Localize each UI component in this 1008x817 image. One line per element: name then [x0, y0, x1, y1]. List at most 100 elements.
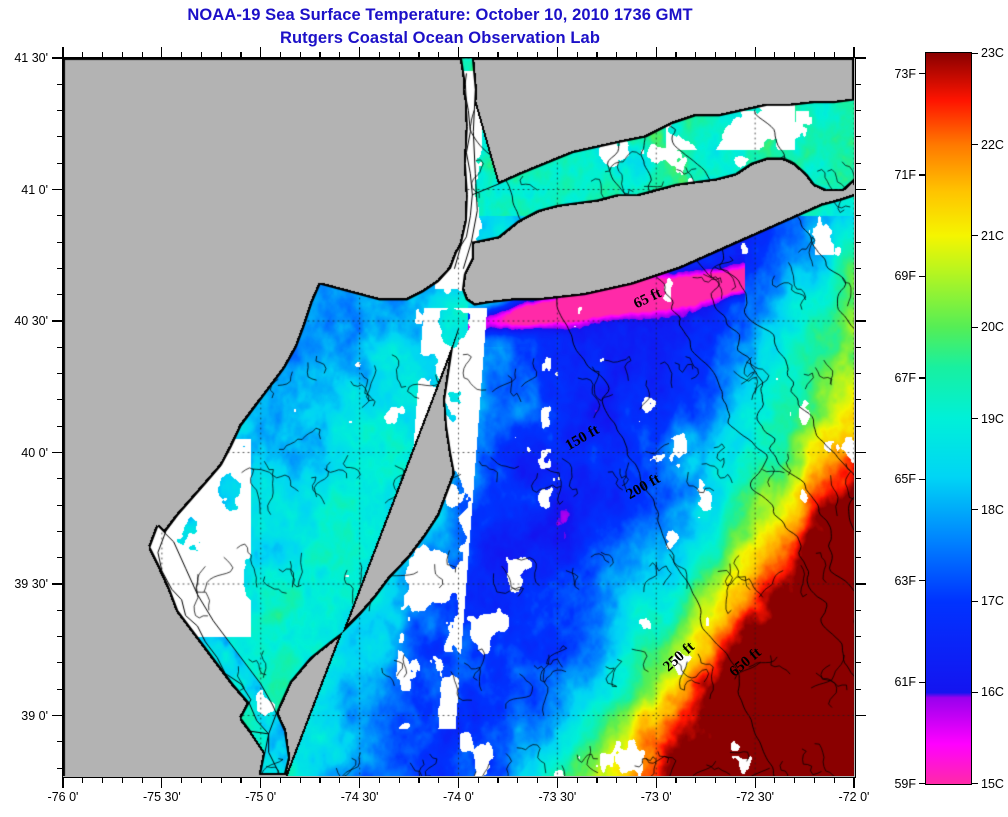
- colorbar-celsius-tick: [972, 235, 978, 237]
- longitude-minor-tick: [438, 777, 440, 783]
- latitude-minor-tick-right: [855, 662, 861, 664]
- colorbar-celsius-tick: [972, 691, 978, 693]
- longitude-minor-tick: [537, 777, 539, 783]
- longitude-minor-tick: [200, 777, 202, 783]
- latitude-minor-tick: [57, 346, 63, 348]
- longitude-minor-tick-top: [517, 52, 519, 58]
- longitude-minor-tick-top: [319, 52, 321, 58]
- latitude-major-tick-right: [855, 451, 866, 454]
- latitude-minor-tick: [57, 373, 63, 375]
- longitude-major-tick-top: [754, 47, 756, 58]
- longitude-tick-label: -75 0': [245, 790, 277, 804]
- page-title: NOAA-19 Sea Surface Temperature: October…: [187, 6, 693, 24]
- latitude-minor-tick: [57, 425, 63, 427]
- colorbar-celsius-label: 21C: [981, 228, 1004, 243]
- latitude-minor-tick: [57, 662, 63, 664]
- longitude-minor-tick: [833, 777, 835, 783]
- longitude-minor-tick-top: [635, 52, 638, 58]
- longitude-minor-tick: [813, 777, 816, 783]
- latitude-minor-tick: [57, 399, 63, 401]
- latitude-major-tick: [52, 57, 63, 59]
- latitude-tick-label: 40 0': [21, 445, 48, 460]
- colorbar-celsius-label: 22C: [981, 137, 1004, 152]
- longitude-minor-tick-top: [596, 52, 598, 58]
- latitude-major-tick-right: [855, 714, 866, 717]
- longitude-minor-tick: [675, 777, 677, 783]
- longitude-minor-tick-top: [101, 52, 104, 58]
- latitude-minor-tick: [57, 110, 63, 112]
- longitude-minor-tick: [734, 777, 736, 783]
- latitude-major-tick: [52, 583, 63, 585]
- longitude-minor-tick-top: [616, 52, 618, 58]
- longitude-minor-tick: [319, 777, 321, 783]
- colorbar-fahrenheit-label: 59F: [894, 776, 916, 791]
- latitude-minor-tick: [57, 136, 63, 138]
- latitude-tick-label: 39 30': [14, 577, 48, 591]
- longitude-minor-tick-top: [497, 52, 499, 58]
- latitude-major-tick-right: [855, 583, 866, 585]
- colorbar-celsius-tick: [972, 417, 978, 420]
- longitude-tick-label: -72 30': [736, 790, 775, 804]
- latitude-minor-tick-right: [855, 241, 861, 243]
- latitude-major-tick: [52, 714, 63, 717]
- latitude-tick-label: 41 30': [14, 51, 48, 65]
- longitude-tick-label: -76 0': [47, 790, 79, 804]
- longitude-major-tick: [260, 777, 262, 788]
- longitude-minor-tick: [695, 777, 697, 783]
- longitude-tick-label: -75 30': [142, 790, 181, 804]
- latitude-minor-tick-right: [855, 557, 861, 559]
- longitude-major-tick-top: [161, 47, 163, 58]
- colorbar-fahrenheit-tick: [919, 580, 925, 582]
- longitude-minor-tick-top: [339, 52, 341, 58]
- colorbar-celsius-label: 17C: [981, 594, 1004, 609]
- latitude-minor-tick: [57, 215, 63, 217]
- longitude-minor-tick: [794, 777, 796, 783]
- longitude-minor-tick: [279, 777, 282, 783]
- latitude-major-tick: [52, 451, 63, 454]
- latitude-minor-tick-right: [855, 478, 861, 480]
- colorbar-fahrenheit-tick: [919, 275, 925, 278]
- colorbar-celsius-label: 15C: [981, 776, 1004, 791]
- longitude-minor-tick: [477, 777, 479, 783]
- longitude-minor-tick: [774, 777, 776, 783]
- longitude-minor-tick-top: [82, 52, 84, 58]
- longitude-tick-label: -73 30': [538, 790, 577, 804]
- sst-raster-layer: [63, 58, 854, 776]
- latitude-minor-tick-right: [855, 110, 861, 112]
- longitude-minor-tick-top: [121, 52, 123, 58]
- longitude-minor-tick: [497, 777, 499, 783]
- colorbar-celsius-label: 20C: [981, 320, 1004, 335]
- latitude-minor-tick: [57, 162, 63, 164]
- longitude-minor-tick-top: [299, 52, 301, 58]
- colorbar-gradient: [925, 52, 972, 785]
- longitude-minor-tick-top: [418, 52, 420, 58]
- latitude-minor-tick: [57, 294, 63, 296]
- longitude-major-tick: [62, 777, 64, 788]
- colorbar-fahrenheit-tick: [919, 478, 925, 480]
- latitude-minor-tick: [57, 557, 63, 559]
- latitude-minor-tick-right: [855, 636, 861, 638]
- longitude-major-tick-top: [457, 47, 460, 58]
- longitude-major-tick: [853, 777, 855, 788]
- colorbar-fahrenheit-label: 61F: [894, 675, 916, 690]
- longitude-minor-tick: [299, 777, 301, 783]
- latitude-minor-tick-right: [855, 294, 861, 296]
- latitude-minor-tick-right: [855, 136, 861, 138]
- longitude-minor-tick: [181, 777, 183, 783]
- latitude-minor-tick: [57, 741, 63, 743]
- longitude-minor-tick-top: [813, 52, 816, 58]
- colorbar-celsius-tick: [972, 600, 978, 602]
- longitude-minor-tick-top: [537, 52, 539, 58]
- latitude-minor-tick: [57, 767, 63, 769]
- longitude-major-tick-top: [853, 47, 855, 58]
- longitude-tick-label: -74 30': [340, 790, 379, 804]
- colorbar-celsius-label: 19C: [981, 411, 1004, 426]
- longitude-minor-tick-top: [200, 52, 202, 58]
- colorbar-fahrenheit-label: 67F: [894, 370, 916, 385]
- latitude-minor-tick-right: [855, 399, 861, 401]
- longitude-major-tick: [359, 777, 361, 788]
- longitude-minor-tick: [220, 777, 222, 783]
- longitude-major-tick: [457, 777, 460, 788]
- longitude-minor-tick: [339, 777, 341, 783]
- longitude-minor-tick: [714, 777, 717, 783]
